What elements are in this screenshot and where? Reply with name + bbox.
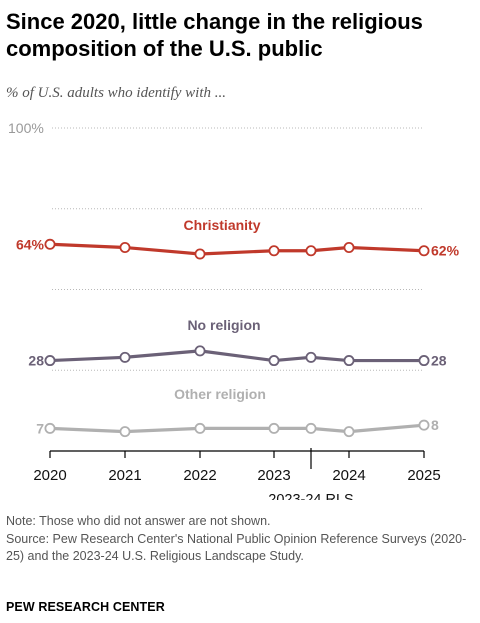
series-label: Other religion (174, 386, 266, 402)
data-point (305, 422, 317, 434)
data-point (343, 355, 355, 367)
series-line-other_religion (49, 423, 425, 434)
data-point (194, 422, 206, 434)
data-point (194, 248, 206, 260)
data-point (119, 242, 131, 254)
series-label: No religion (187, 317, 260, 333)
data-point (343, 426, 355, 438)
data-point (268, 355, 280, 367)
data-point (194, 345, 206, 357)
rls-tick-label: 2023-24 RLS (268, 492, 353, 500)
chart-note: Note: Those who did not answer are not s… (6, 514, 271, 528)
start-value-label: 7 (36, 420, 44, 436)
data-point (44, 355, 56, 367)
x-tick-label: 2023 (257, 467, 290, 484)
series-line-christianity (49, 242, 425, 256)
chart-source: Source: Pew Research Center's National P… (6, 532, 467, 563)
data-point (305, 245, 317, 257)
chart-subtitle: % of U.S. adults who identify with ... (6, 85, 226, 101)
x-tick-label: 2022 (183, 467, 216, 484)
data-point (268, 422, 280, 434)
y-tick-label: 100% (8, 120, 44, 136)
data-point (418, 245, 430, 257)
series-line-no_religion (49, 349, 424, 363)
line-chart: 100% 2020 2021 2022 2023 2024 2025 2023-24 RLS 6… (8, 120, 460, 500)
data-point (268, 245, 280, 257)
x-tick-label: 2025 (407, 467, 440, 484)
data-point (44, 238, 56, 250)
chart-title: Since 2020, little change in the religio… (6, 9, 423, 61)
end-value-label: 8 (431, 417, 439, 433)
data-point (119, 426, 131, 438)
x-tick-label: 2024 (332, 467, 365, 484)
data-point (418, 355, 430, 367)
data-point (305, 351, 317, 363)
start-value-label: 28 (28, 353, 44, 369)
brand-name: PEW RESEARCH CENTER (6, 600, 165, 614)
data-point (119, 351, 131, 363)
data-point (418, 419, 430, 431)
series-label: Christianity (183, 217, 260, 233)
end-value-label: 28 (431, 353, 447, 369)
data-point (44, 422, 56, 434)
end-value-label: 62% (431, 243, 460, 259)
x-tick-label: 2021 (108, 467, 141, 484)
data-point (343, 242, 355, 254)
x-tick-label: 2020 (33, 467, 66, 484)
start-value-label: 64% (16, 236, 45, 252)
